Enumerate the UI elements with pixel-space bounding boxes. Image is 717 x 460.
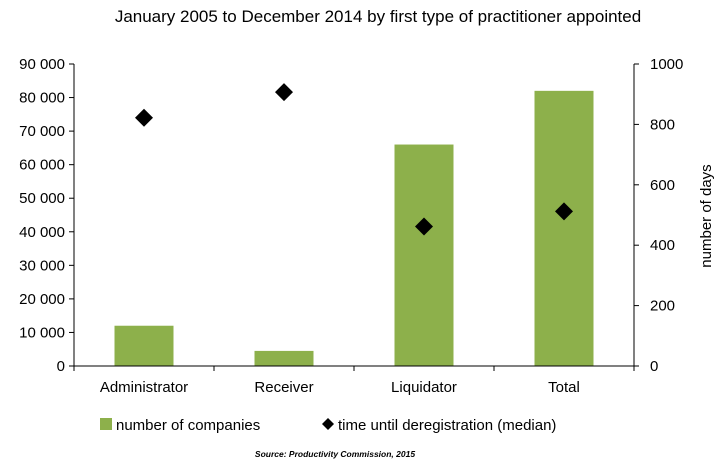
legend-swatch-bars — [100, 418, 112, 430]
bar-receiver — [254, 350, 314, 366]
bar-total — [534, 90, 594, 366]
bar-administrator — [114, 325, 174, 366]
left-tick-label: 50 000 — [19, 190, 65, 207]
marker-total — [555, 202, 573, 221]
category-labels: Administrator Receiver Liquidator Total — [100, 379, 580, 396]
category-label: Liquidator — [391, 379, 457, 396]
source-note: Source: Productivity Commission, 2015 — [255, 449, 415, 459]
bar-liquidator — [394, 144, 454, 366]
plot-area — [73, 64, 635, 371]
marker-liquidator — [415, 217, 433, 236]
legend: number of companies time until deregistr… — [100, 417, 556, 434]
left-tick-label: 80 000 — [19, 90, 65, 107]
left-tick-label: 40 000 — [19, 224, 65, 241]
marker-receiver — [275, 83, 293, 102]
right-tick-label: 200 — [650, 298, 675, 315]
left-tick-label: 90 000 — [19, 56, 65, 73]
category-label: Administrator — [100, 379, 188, 396]
right-tick-label: 600 — [650, 177, 675, 194]
marker-administrator — [135, 108, 153, 127]
left-tick-label: 70 000 — [19, 123, 65, 140]
left-tick-label: 60 000 — [19, 157, 65, 174]
legend-label-markers: time until deregistration (median) — [338, 417, 556, 434]
legend-marker-diamond — [322, 418, 334, 430]
right-axis-title: number of days — [698, 164, 715, 267]
legend-label-bars: number of companies — [116, 417, 260, 434]
category-label: Receiver — [254, 379, 313, 396]
left-tick-label: 30 000 — [19, 257, 65, 274]
left-tick-label: 20 000 — [19, 291, 65, 308]
right-axis-ticks: 0 200 400 600 800 1000 — [634, 56, 683, 375]
left-axis-ticks: 0 10 000 20 000 30 000 40 000 50 000 60 000 70 … — [19, 56, 74, 375]
chart-title: January 2005 to December 2014 by first t… — [115, 7, 641, 26]
left-tick-label: 10 000 — [19, 324, 65, 341]
right-tick-label: 1000 — [650, 56, 683, 73]
right-tick-label: 0 — [650, 358, 658, 375]
right-tick-label: 800 — [650, 116, 675, 133]
category-label: Total — [548, 379, 580, 396]
left-tick-label: 0 — [57, 358, 65, 375]
right-tick-label: 400 — [650, 237, 675, 254]
